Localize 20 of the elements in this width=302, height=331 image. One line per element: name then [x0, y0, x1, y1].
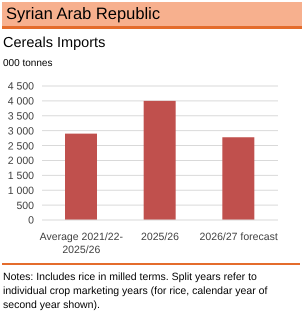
bar [144, 100, 176, 220]
y-tick-label: 2 500 [8, 140, 34, 152]
y-tick-label: 3 500 [8, 110, 34, 123]
y-tick-label: 1 000 [8, 184, 34, 197]
text: Notes: Includes rice in milled terms. Split years refer to individual crop marketing years (for rice, calendar year of second year shown). [3, 270, 268, 312]
y-tick-label: 0 [28, 214, 34, 227]
chart-title: Syrian Arab Republic [2, 2, 302, 29]
y-axis-title: 000 tonnes [3, 58, 52, 69]
chart-subtitle: Cereals Imports [3, 35, 106, 51]
y-tick-label: 500 [16, 200, 34, 212]
y-tick-label: 3 000 [8, 125, 34, 138]
y-tick-label: 4 000 [8, 96, 34, 108]
y-tick-label: 1 500 [8, 170, 34, 182]
x-tick-label: Average 2021/22-2025/26 [40, 231, 124, 256]
y-tick-label: 2 000 [8, 155, 34, 168]
y-tick-label: 4 500 [8, 80, 34, 93]
x-tick-label: 2026/27 forecast [200, 231, 278, 243]
bar [65, 134, 97, 220]
x-tick-label: 2025/26 [141, 231, 180, 243]
bar [222, 137, 254, 220]
